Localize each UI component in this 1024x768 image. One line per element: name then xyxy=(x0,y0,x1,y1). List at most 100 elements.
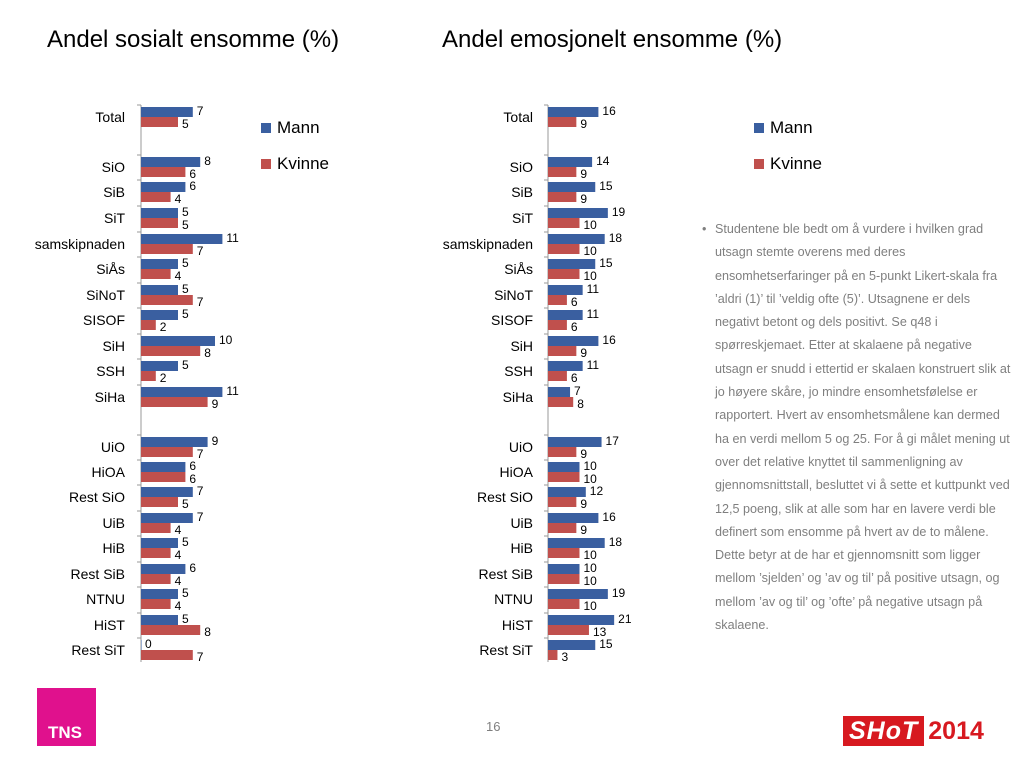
data-label-mann: 5 xyxy=(182,307,189,321)
bar-kvinne xyxy=(141,192,171,202)
bar-kvinne xyxy=(141,295,193,305)
data-label-mann: 5 xyxy=(182,358,189,372)
data-label-mann: 8 xyxy=(204,154,211,168)
category-label: Rest SiT xyxy=(479,642,533,658)
bar-mann xyxy=(141,182,186,192)
data-label-mann: 5 xyxy=(182,586,189,600)
data-label-kvinne: 4 xyxy=(175,574,182,588)
bar-mann xyxy=(141,361,178,371)
data-label-mann: 14 xyxy=(596,154,610,168)
data-label-mann: 7 xyxy=(574,384,581,398)
bar-mann xyxy=(548,361,583,371)
category-label: SiÅs xyxy=(96,261,125,277)
category-label: NTNU xyxy=(86,591,125,607)
category-label: SISOF xyxy=(83,312,125,328)
data-label-kvinne: 4 xyxy=(175,548,182,562)
category-label: HiST xyxy=(94,617,126,633)
data-label-kvinne: 9 xyxy=(580,523,587,537)
data-label-mann: 17 xyxy=(606,434,620,448)
legend-social: Mann Kvinne xyxy=(261,110,329,182)
bar-kvinne xyxy=(141,625,201,635)
data-label-mann: 15 xyxy=(599,256,613,270)
data-label-kvinne: 9 xyxy=(212,397,219,411)
bar-mann xyxy=(141,487,193,497)
bar-mann xyxy=(141,285,178,295)
category-label: samskipnaden xyxy=(443,236,533,252)
legend-item-kvinne: Kvinne xyxy=(754,146,822,182)
data-label-kvinne: 10 xyxy=(584,574,598,588)
data-label-mann: 6 xyxy=(189,459,196,473)
category-label: Rest SiT xyxy=(71,642,125,658)
data-label-kvinne: 4 xyxy=(175,599,182,613)
bar-mann xyxy=(548,387,571,397)
bar-kvinne xyxy=(548,548,580,558)
data-label-kvinne: 10 xyxy=(584,269,598,283)
data-label-kvinne: 5 xyxy=(182,117,189,131)
data-label-mann: 15 xyxy=(599,179,613,193)
bar-kvinne xyxy=(141,523,171,533)
legend-swatch-kvinne xyxy=(754,159,764,169)
data-label-mann: 5 xyxy=(182,205,189,219)
bar-kvinne xyxy=(141,650,193,660)
bar-kvinne xyxy=(141,117,178,127)
legend-swatch-mann xyxy=(754,123,764,133)
bar-mann xyxy=(141,336,215,346)
bar-mann xyxy=(548,462,580,472)
bar-kvinne xyxy=(548,472,580,482)
bar-mann xyxy=(548,285,583,295)
category-label: SISOF xyxy=(491,312,533,328)
bar-mann xyxy=(141,564,186,574)
bar-kvinne xyxy=(141,346,201,356)
bar-mann xyxy=(548,157,593,167)
data-label-kvinne: 5 xyxy=(182,218,189,232)
category-label: Total xyxy=(503,109,533,125)
data-label-mann: 18 xyxy=(609,535,623,549)
category-label: SiO xyxy=(510,159,533,175)
category-label: SiH xyxy=(102,338,125,354)
data-label-mann: 6 xyxy=(189,561,196,575)
data-label-kvinne: 9 xyxy=(580,167,587,181)
shot-logo: SHoT 2014 xyxy=(843,716,984,746)
category-label: HiST xyxy=(502,617,534,633)
data-label-kvinne: 10 xyxy=(584,218,598,232)
data-label-kvinne: 4 xyxy=(175,192,182,206)
bar-mann xyxy=(548,538,605,548)
bar-kvinne xyxy=(141,548,171,558)
bar-kvinne xyxy=(141,497,178,507)
bar-kvinne xyxy=(141,447,193,457)
bar-kvinne xyxy=(141,472,186,482)
data-label-kvinne: 4 xyxy=(175,523,182,537)
bar-mann xyxy=(141,259,178,269)
category-label: HiB xyxy=(102,540,125,556)
bar-mann xyxy=(548,615,615,625)
category-label: SiH xyxy=(510,338,533,354)
category-label: SSH xyxy=(504,363,533,379)
category-label: SiNoT xyxy=(86,287,125,303)
category-label: SiT xyxy=(104,210,125,226)
data-label-kvinne: 6 xyxy=(189,472,196,486)
page-number: 16 xyxy=(486,719,501,734)
bar-mann xyxy=(141,640,142,650)
category-label: Total xyxy=(95,109,125,125)
data-label-mann: 5 xyxy=(182,535,189,549)
bar-kvinne xyxy=(548,599,580,609)
chart-title-social: Andel sosialt ensomme (%) xyxy=(47,26,340,53)
bar-kvinne xyxy=(548,218,580,228)
bar-mann xyxy=(548,640,596,650)
category-label: SiNoT xyxy=(494,287,533,303)
data-label-mann: 9 xyxy=(212,434,219,448)
data-label-mann: 16 xyxy=(602,333,616,347)
bar-kvinne xyxy=(548,397,574,407)
data-label-mann: 10 xyxy=(584,561,598,575)
legend-item-mann: Mann xyxy=(261,110,329,146)
bar-mann xyxy=(141,387,223,397)
data-label-kvinne: 9 xyxy=(580,117,587,131)
bar-mann xyxy=(141,157,201,167)
data-label-mann: 18 xyxy=(609,231,623,245)
data-label-kvinne: 10 xyxy=(584,244,598,258)
data-label-kvinne: 10 xyxy=(584,548,598,562)
bar-mann xyxy=(141,437,208,447)
bar-mann xyxy=(548,208,608,218)
bar-mann xyxy=(548,487,586,497)
